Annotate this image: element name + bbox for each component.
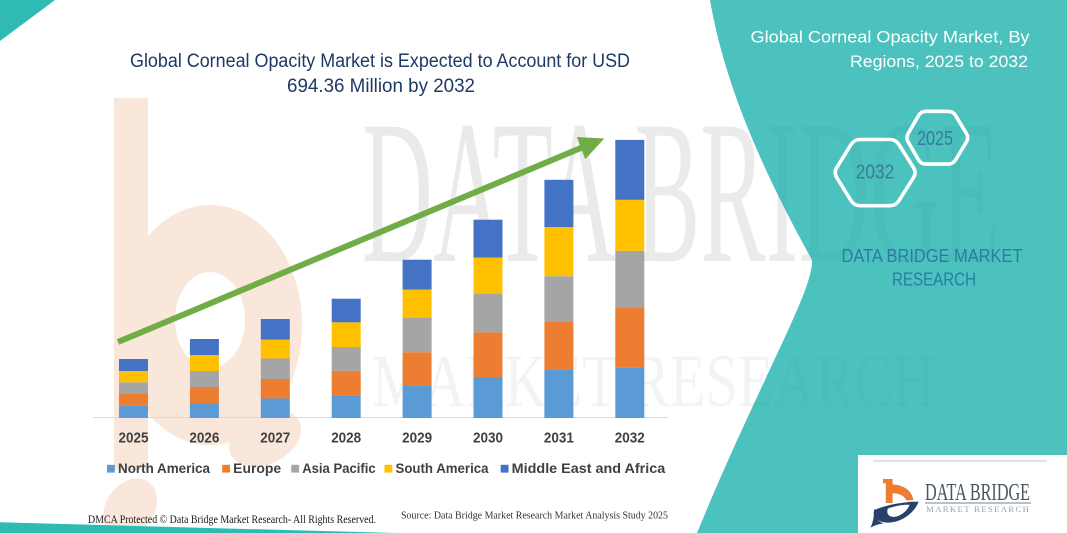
- svg-text:2028: 2028: [331, 431, 361, 447]
- svg-text:Global Corneal Opacity Market,: Global Corneal Opacity Market, By: [751, 28, 1031, 47]
- svg-text:South America: South America: [396, 461, 489, 476]
- svg-text:DMCA Protected © Data Bridge M: DMCA Protected © Data Bridge Market Rese…: [88, 514, 376, 526]
- svg-text:Source: Data Bridge Market Res: Source: Data Bridge Market Research Mark…: [401, 510, 668, 522]
- svg-text:Asia Pacific: Asia Pacific: [302, 461, 376, 476]
- svg-text:694.36 Million by 2032: 694.36 Million by 2032: [287, 76, 475, 97]
- svg-text:2029: 2029: [402, 431, 432, 447]
- svg-text:2032: 2032: [615, 431, 645, 447]
- svg-text:2031: 2031: [544, 431, 574, 447]
- svg-text:DATA BRIDGE MARKET: DATA BRIDGE MARKET: [842, 246, 1023, 266]
- svg-text:Global Corneal Opacity Market: Global Corneal Opacity Market is Expecte…: [130, 51, 630, 72]
- svg-text:North America: North America: [118, 461, 210, 476]
- svg-text:RESEARCH: RESEARCH: [892, 270, 976, 290]
- svg-text:Middle East and Africa: Middle East and Africa: [512, 461, 666, 476]
- svg-text:2025: 2025: [119, 431, 149, 447]
- svg-text:MARKET RESEARCH: MARKET RESEARCH: [926, 504, 1030, 514]
- svg-text:2030: 2030: [473, 431, 503, 447]
- svg-text:Regions, 2025 to 2032: Regions, 2025 to 2032: [850, 52, 1028, 71]
- svg-text:2026: 2026: [189, 431, 219, 447]
- svg-text:2027: 2027: [260, 431, 290, 447]
- svg-text:DATA BRIDGE: DATA BRIDGE: [925, 480, 1030, 506]
- svg-text:Europe: Europe: [233, 461, 281, 476]
- svg-text:2032: 2032: [856, 162, 895, 184]
- svg-text:DATA BRIDGE: DATA BRIDGE: [362, 79, 1000, 306]
- svg-text:2025: 2025: [917, 128, 953, 150]
- svg-text:MARKET RESEARCH: MARKET RESEARCH: [372, 340, 935, 423]
